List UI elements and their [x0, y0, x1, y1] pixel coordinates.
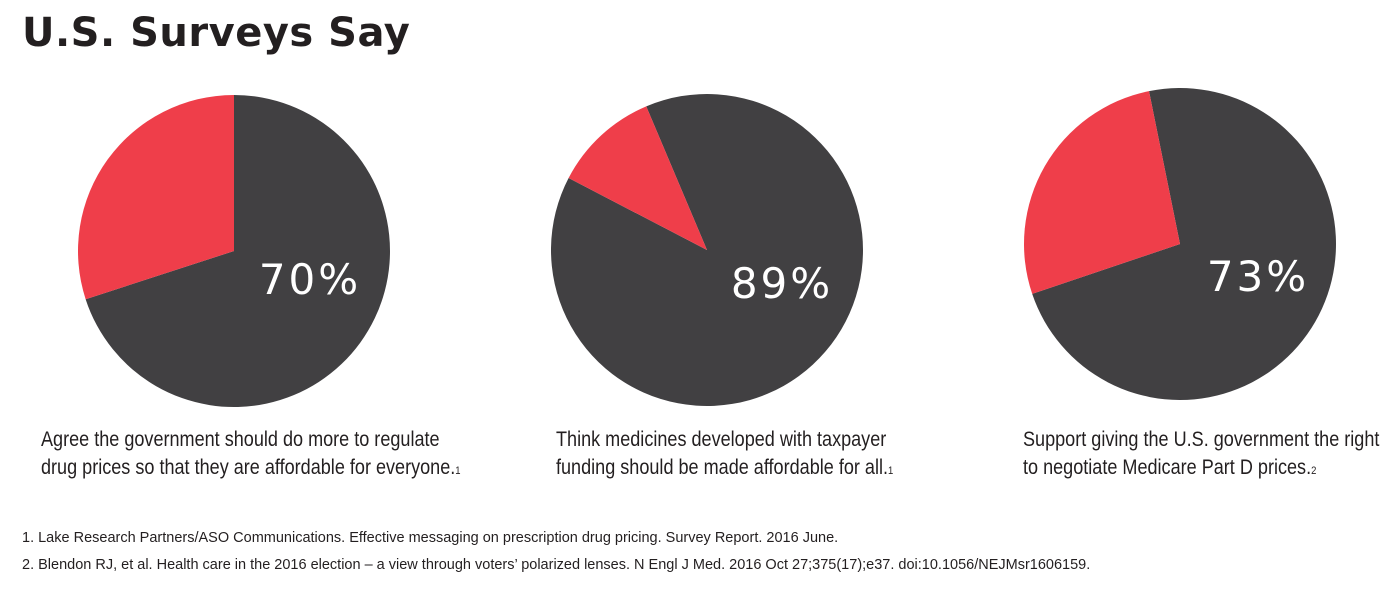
page-title: U.S. Surveys Say — [22, 10, 411, 56]
footnote-marker: 1 — [888, 465, 894, 477]
footnote-marker: 2 — [1311, 465, 1317, 477]
caption-2-line-1: Think medicines developed with taxpayer — [556, 428, 887, 451]
caption-1-line-2: drug prices so that they are affordable … — [41, 456, 461, 479]
caption-1-line-1: Agree the government should do more to r… — [41, 428, 440, 451]
caption-3-line-1: Support giving the U.S. government the r… — [1023, 428, 1380, 451]
caption-2: Think medicines developed with taxpayer … — [556, 426, 893, 482]
caption-2-line-2: funding should be made affordable for al… — [556, 456, 894, 479]
caption-3-line-2: to negotiate Medicare Part D prices.2 — [1023, 456, 1317, 479]
reference-2: 2. Blendon RJ, et al. Health care in the… — [22, 557, 1091, 573]
pie-3-slice-other — [1024, 91, 1180, 294]
caption-3: Support giving the U.S. government the r… — [1023, 426, 1379, 482]
reference-1: 1. Lake Research Partners/ASO Communicat… — [22, 530, 839, 546]
caption-1: Agree the government should do more to r… — [41, 426, 461, 482]
pie-2-percent-label: 89% — [731, 259, 833, 308]
references: 1. Lake Research Partners/ASO Communicat… — [22, 525, 1090, 579]
pie-2-slice-other — [568, 106, 707, 250]
pie-3-percent-label: 73% — [1207, 252, 1309, 301]
pie-1-percent-label: 70% — [259, 255, 361, 304]
footnote-marker: 1 — [455, 465, 461, 477]
pie-2-slice-agree — [550, 93, 864, 406]
pie-1-slice-agree — [85, 95, 390, 407]
pie-1-slice-other — [77, 95, 234, 300]
pie-3-slice-agree — [1032, 88, 1336, 401]
